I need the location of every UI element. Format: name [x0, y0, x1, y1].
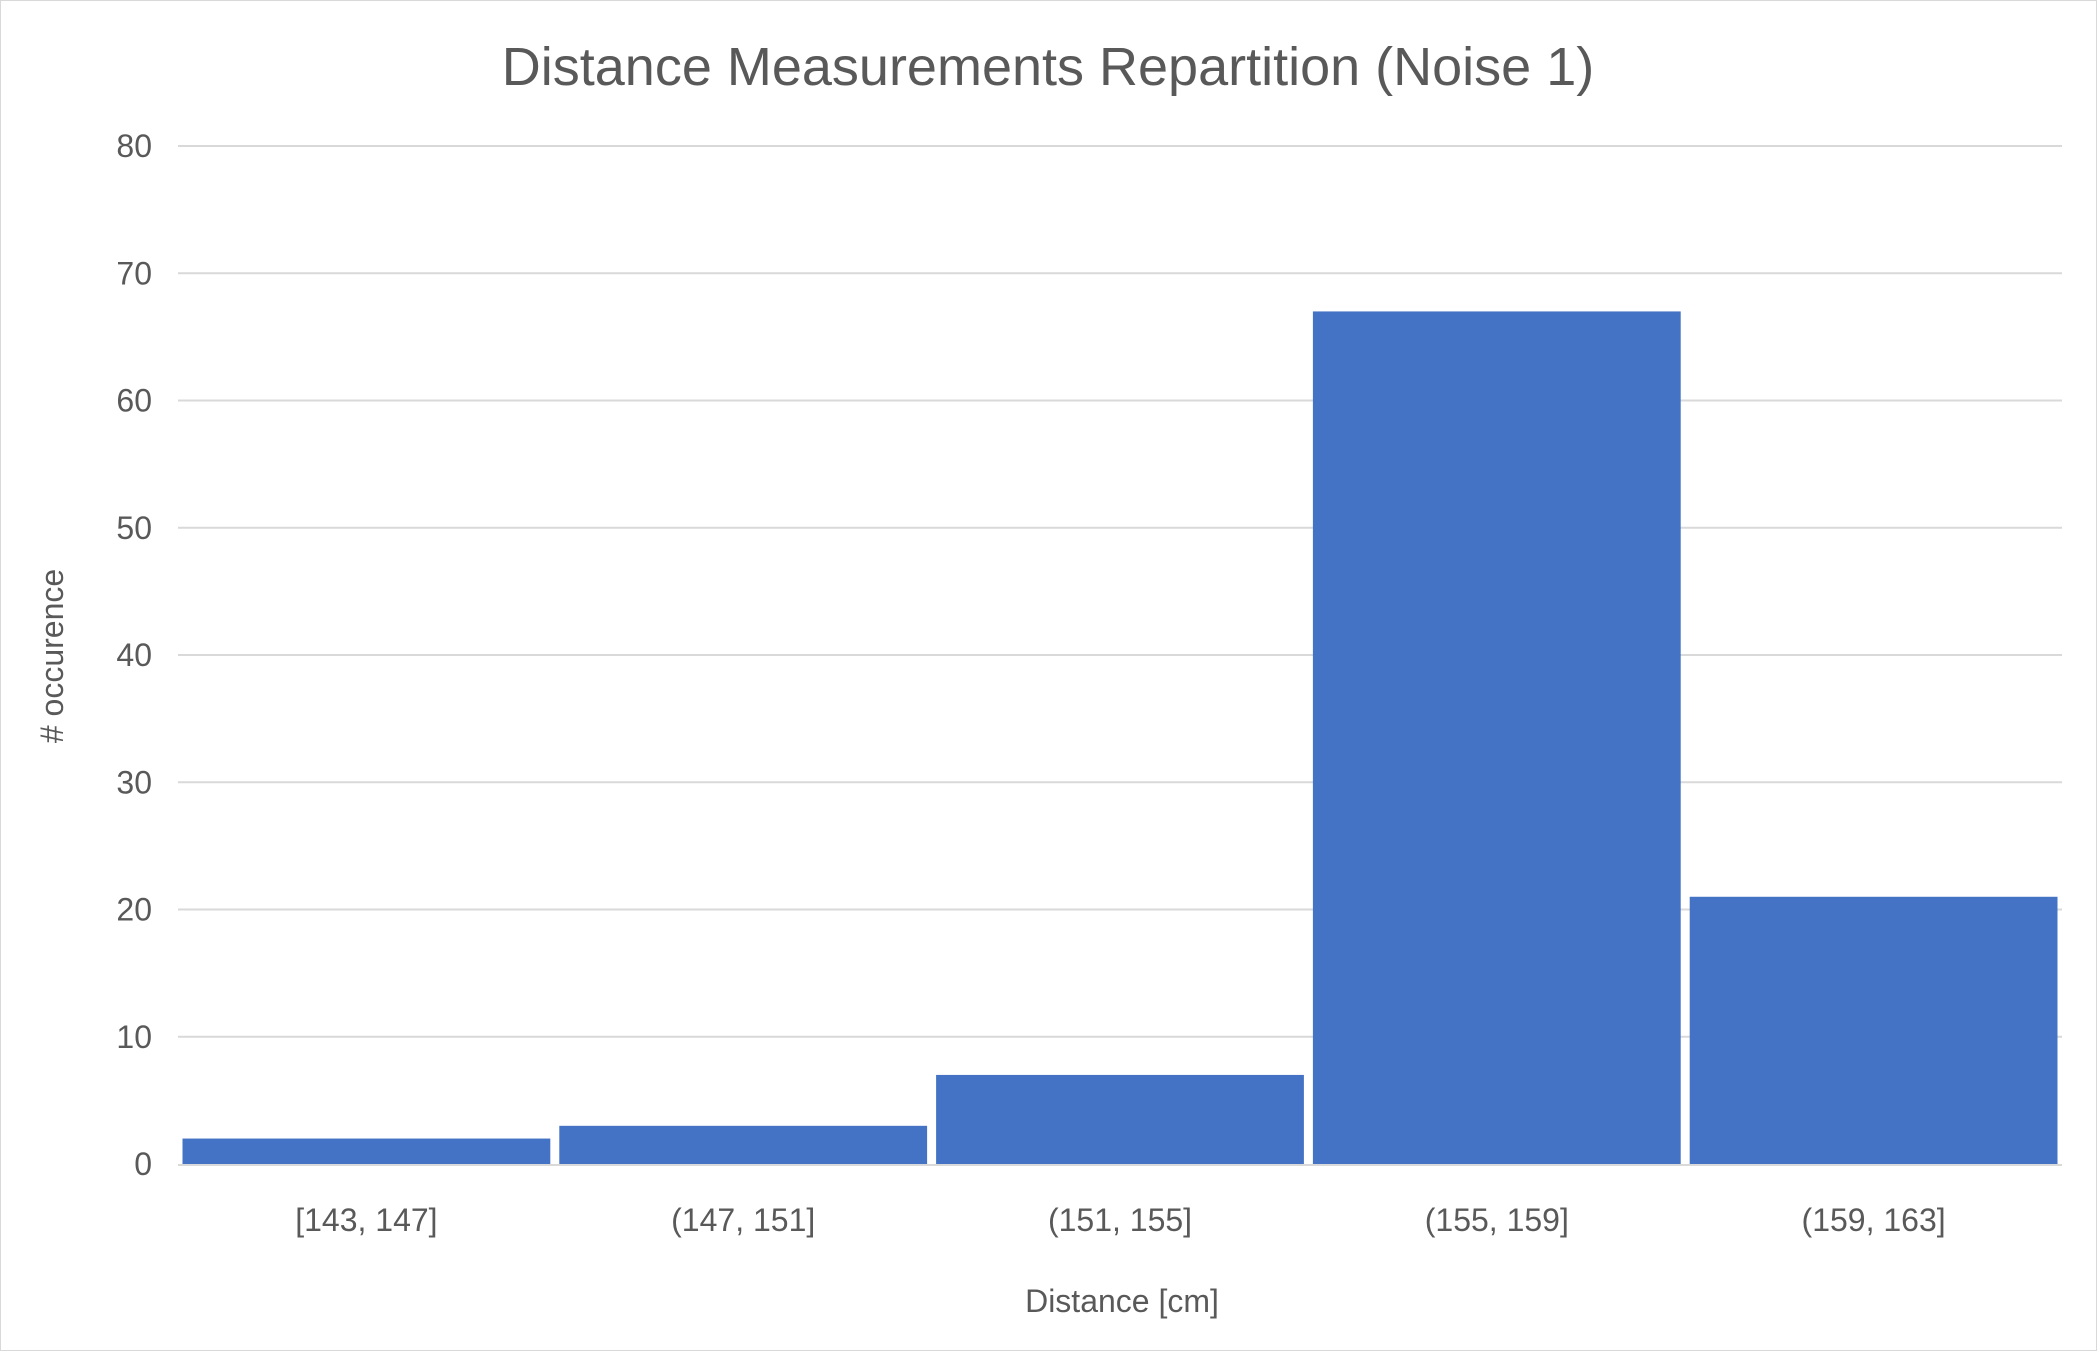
x-tick-label: (159, 163]	[1802, 1202, 1946, 1238]
y-tick-label: 60	[116, 383, 152, 419]
x-axis-label: Distance [cm]	[1025, 1283, 1219, 1319]
x-axis-ticks: [143, 147] (147, 151] (151, 155] (155, 159]…	[295, 1202, 1945, 1238]
y-tick-label: 50	[116, 510, 152, 546]
x-tick-label: (151, 155]	[1048, 1202, 1192, 1238]
y-tick-label: 40	[116, 637, 152, 673]
y-tick-label: 10	[116, 1019, 152, 1055]
y-tick-label: 70	[116, 255, 152, 291]
bars	[182, 311, 2058, 1164]
x-tick-label: (155, 159]	[1425, 1202, 1569, 1238]
bar	[1689, 896, 2058, 1164]
y-tick-label: 30	[116, 764, 152, 800]
x-tick-label: (147, 151]	[671, 1202, 815, 1238]
x-tick-label: [143, 147]	[295, 1202, 437, 1238]
y-tick-label: 80	[116, 128, 152, 164]
y-tick-label: 0	[134, 1146, 152, 1182]
y-axis-label: # occurence	[34, 569, 70, 743]
bar	[1312, 311, 1681, 1164]
bar	[559, 1125, 928, 1164]
y-tick-label: 20	[116, 892, 152, 928]
chart-title: Distance Measurements Repartition (Noise…	[502, 37, 1594, 97]
bar	[936, 1074, 1304, 1164]
grid-lines	[178, 145, 2062, 1038]
bar	[182, 1138, 551, 1164]
y-axis-ticks: 0 10 20 30 40 50 60 70 80	[116, 128, 152, 1182]
